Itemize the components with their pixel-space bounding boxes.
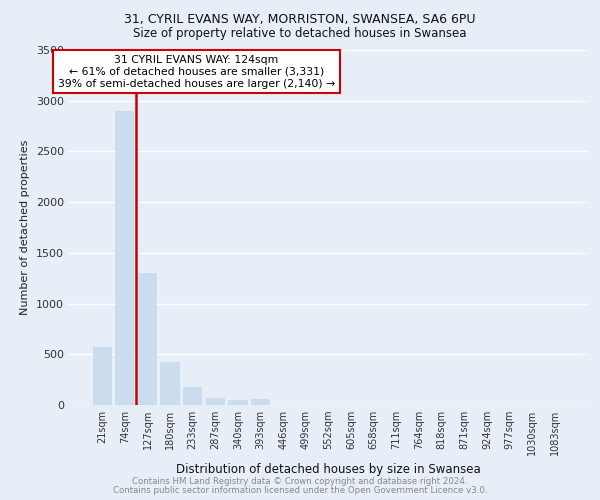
Bar	[138, 273, 157, 405]
Bar	[183, 387, 202, 405]
Y-axis label: Number of detached properties: Number of detached properties	[20, 140, 31, 315]
Bar	[115, 111, 134, 405]
Text: 31 CYRIL EVANS WAY: 124sqm
← 61% of detached houses are smaller (3,331)
39% of s: 31 CYRIL EVANS WAY: 124sqm ← 61% of deta…	[58, 56, 335, 88]
Text: 31, CYRIL EVANS WAY, MORRISTON, SWANSEA, SA6 6PU: 31, CYRIL EVANS WAY, MORRISTON, SWANSEA,…	[124, 12, 476, 26]
Bar	[92, 346, 112, 405]
Text: Contains public sector information licensed under the Open Government Licence v3: Contains public sector information licen…	[113, 486, 487, 495]
Bar	[160, 362, 180, 405]
Text: Size of property relative to detached houses in Swansea: Size of property relative to detached ho…	[133, 28, 467, 40]
Text: Contains HM Land Registry data © Crown copyright and database right 2024.: Contains HM Land Registry data © Crown c…	[132, 477, 468, 486]
Bar	[251, 400, 270, 405]
Bar	[206, 398, 225, 405]
Bar	[229, 400, 248, 405]
X-axis label: Distribution of detached houses by size in Swansea: Distribution of detached houses by size …	[176, 464, 481, 476]
